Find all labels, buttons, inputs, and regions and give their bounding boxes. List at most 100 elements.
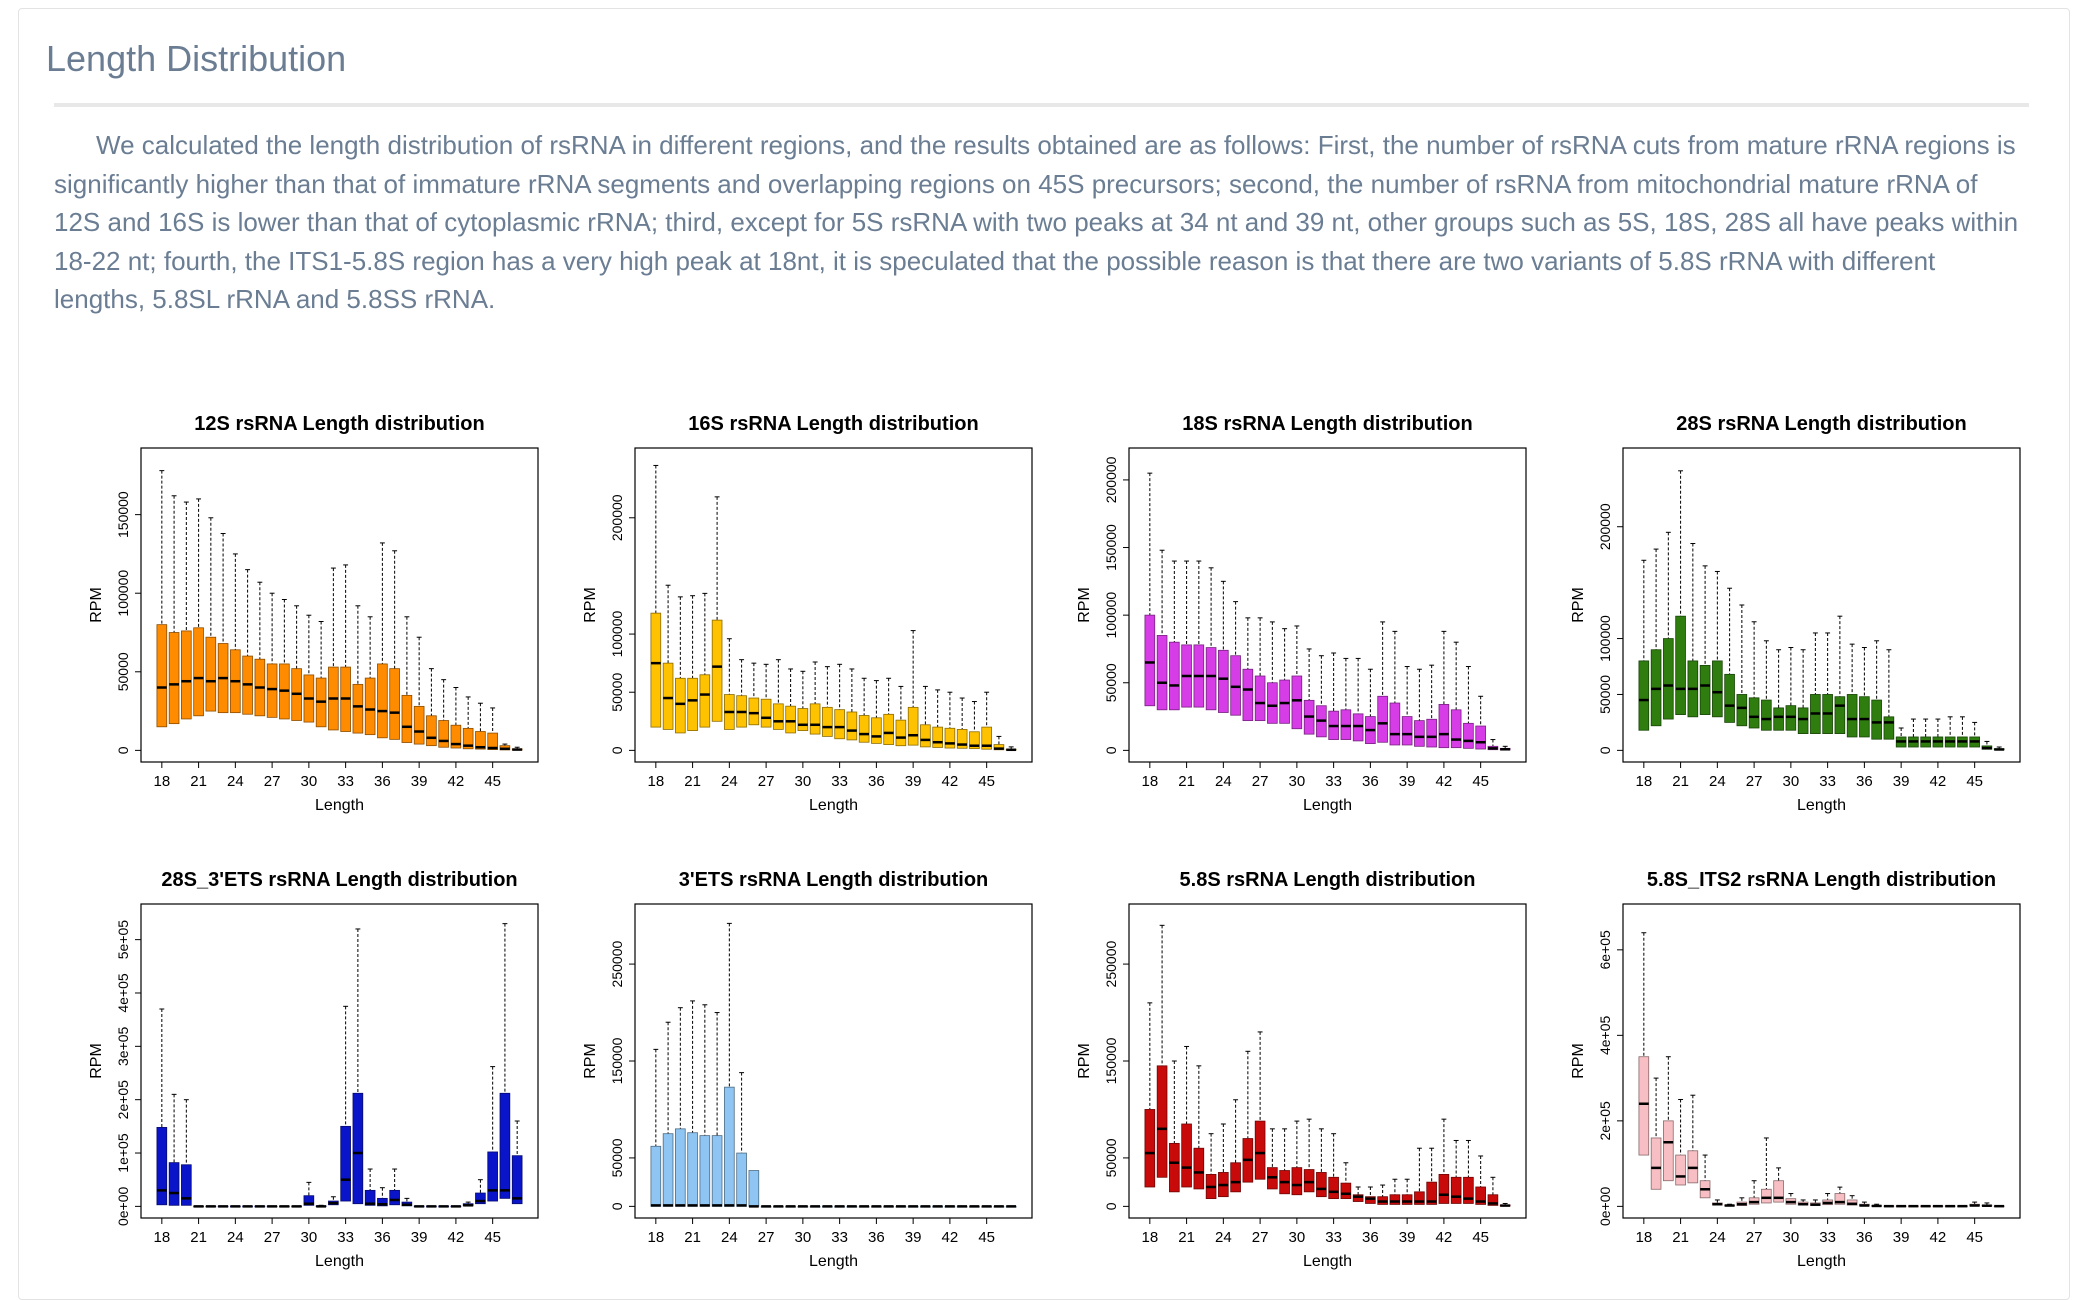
box-29	[291, 1205, 302, 1208]
chart-title: 28S_3'ETS rsRNA Length distribution	[161, 869, 517, 891]
box-body	[426, 715, 437, 747]
box-body	[650, 1145, 662, 1207]
y-tick-label: 0	[1597, 746, 1613, 754]
section-description: We calculated the length distribution of…	[54, 130, 2019, 314]
box-39	[413, 636, 425, 745]
x-tick-label: 21	[684, 773, 701, 790]
box-body	[858, 715, 870, 743]
box-40	[1414, 668, 1425, 747]
section-title: Length Distribution	[46, 38, 347, 79]
box-body	[699, 1135, 711, 1207]
x-tick-label: 27	[1746, 773, 1763, 790]
box-body	[1218, 649, 1229, 713]
box-body	[1242, 668, 1254, 722]
box-25	[242, 1205, 253, 1208]
box-body	[1712, 660, 1723, 718]
x-tick-label: 18	[1141, 773, 1158, 790]
box-39	[907, 630, 919, 746]
box-44	[475, 1179, 486, 1205]
box-39	[1401, 666, 1413, 746]
box-27	[760, 1205, 772, 1208]
box-41	[932, 1205, 943, 1208]
box-body	[181, 1164, 192, 1206]
x-tick-label: 24	[227, 1229, 244, 1246]
chart-title: 5.8S rsRNA Length distribution	[1180, 869, 1476, 891]
box-47	[1499, 1202, 1511, 1207]
box-31	[315, 621, 327, 728]
box-body	[364, 677, 376, 736]
box-36	[377, 1187, 388, 1207]
box-27	[266, 592, 278, 718]
box-37	[389, 1168, 400, 1206]
box-body	[675, 1128, 686, 1207]
box-32	[822, 666, 833, 737]
plot-frame	[140, 903, 539, 1219]
box-body	[969, 731, 980, 750]
box-19	[1156, 549, 1168, 711]
box-35	[1846, 1195, 1858, 1206]
x-tick-label: 33	[337, 773, 354, 790]
box-body	[1205, 647, 1217, 711]
x-tick-label: 18	[1635, 1229, 1652, 1246]
box-body	[1736, 694, 1748, 727]
box-body	[1328, 1176, 1339, 1200]
x-tick-label: 18	[1635, 773, 1652, 790]
y-tick-label: 100000	[115, 570, 131, 617]
box-body	[1797, 707, 1809, 734]
box-41	[1920, 718, 1931, 748]
x-axis-label: Length	[1797, 1253, 1846, 1270]
y-tick-label: 150000	[1103, 524, 1119, 571]
box-29	[1773, 1167, 1784, 1203]
box-44	[969, 701, 980, 750]
box-37	[883, 677, 894, 745]
x-tick-label: 42	[942, 1229, 959, 1246]
box-body	[1156, 1065, 1168, 1178]
box-body	[981, 726, 992, 750]
box-body	[1438, 1173, 1450, 1204]
box-45	[1969, 721, 1980, 748]
box-33	[340, 564, 351, 732]
box-36	[1365, 668, 1376, 745]
box-39	[1401, 1178, 1413, 1205]
box-30	[1291, 625, 1303, 730]
box-43	[1450, 1139, 1462, 1204]
box-body	[785, 705, 796, 734]
box-33	[834, 1205, 845, 1208]
x-axis-label: Length	[315, 1253, 364, 1270]
box-37	[1377, 621, 1388, 743]
box-38	[401, 616, 413, 743]
box-body	[389, 1189, 400, 1206]
box-18	[1144, 1002, 1156, 1188]
box-25	[1230, 601, 1241, 716]
box-24	[1218, 580, 1229, 713]
box-body	[377, 663, 388, 739]
chart-28s: 28S rsRNA Length distribution 18 21 24 27 30 3…	[1555, 398, 2049, 840]
box-32	[1316, 655, 1327, 738]
box-19	[1156, 924, 1168, 1178]
y-tick-label: 4e+05	[115, 973, 131, 1013]
y-tick-label: 200000	[1103, 456, 1119, 503]
box-37	[1871, 640, 1882, 740]
y-tick-label: 50000	[1103, 1138, 1119, 1177]
box-27	[266, 1205, 278, 1208]
x-axis-label: Length	[809, 1253, 858, 1270]
x-tick-label: 36	[868, 1229, 885, 1246]
box-41	[1920, 1204, 1931, 1208]
boxplot-svg: 28S rsRNA Length distribution 18 21 24 27 30 3…	[1570, 413, 2021, 814]
box-35	[1352, 1186, 1364, 1202]
x-tick-label: 39	[1399, 1229, 1416, 1246]
y-tick-label: 150000	[115, 491, 131, 538]
box-body	[511, 1155, 523, 1205]
x-tick-label: 39	[411, 773, 428, 790]
box-body	[1401, 716, 1413, 746]
box-43	[956, 1205, 968, 1208]
box-47	[511, 746, 523, 751]
boxplot-svg: 12S rsRNA Length distribution 18 21 24 27 30 3…	[88, 413, 539, 814]
plot-frame	[1128, 447, 1527, 763]
chart-12s: 12S rsRNA Length distribution 18 21 24 27 30 3…	[73, 398, 567, 840]
y-tick-label: 150000	[609, 1037, 625, 1084]
box-26	[254, 581, 266, 717]
y-axis-label: RPM	[1570, 1043, 1587, 1079]
box-body	[1389, 1194, 1401, 1205]
y-tick-label: 4e+05	[1597, 1015, 1613, 1055]
